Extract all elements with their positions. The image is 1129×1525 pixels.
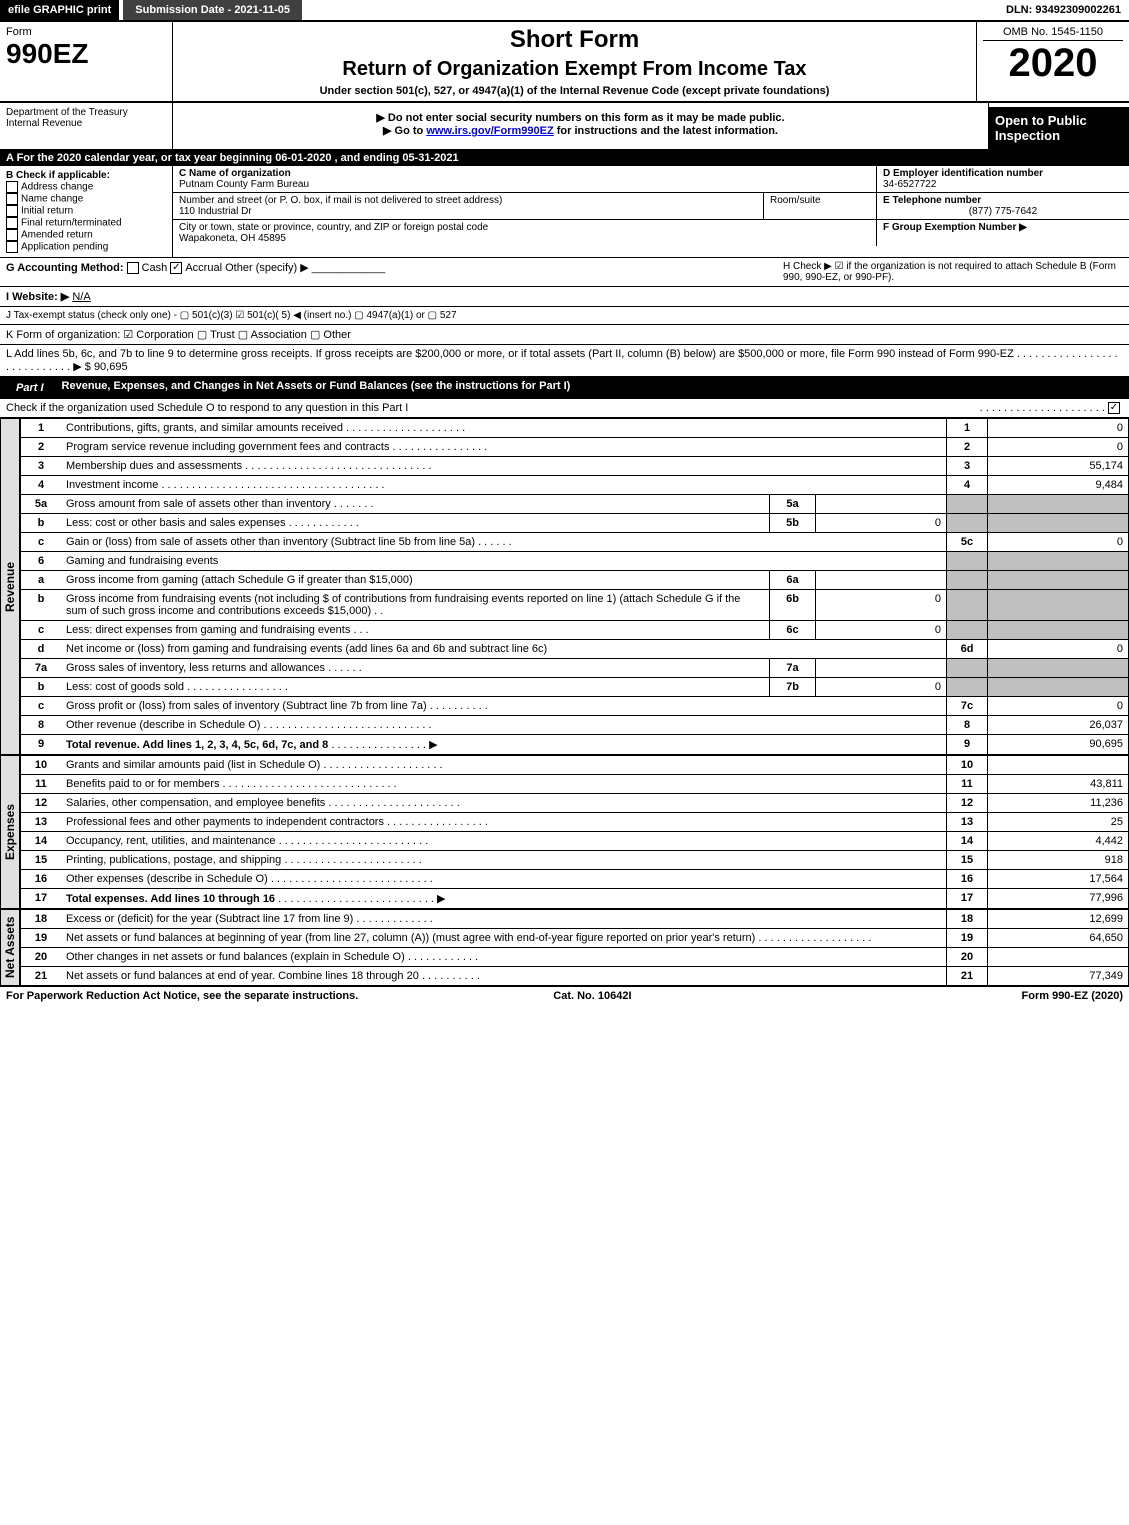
line-5c-amt: 0 [988,533,1129,552]
under-section: Under section 501(c), 527, or 4947(a)(1)… [179,85,970,97]
short-form-title: Short Form [179,26,970,54]
line-l-amount: ▶ $ 90,695 [73,361,127,373]
line-l-gross-receipts: L Add lines 5b, 6c, and 7b to line 9 to … [0,345,1129,377]
dept-treasury: Department of the Treasury [6,107,166,118]
line-1-amt: 0 [988,419,1129,438]
check-application-pending[interactable] [6,241,18,253]
line-11-amt: 43,811 [988,775,1129,794]
line-16-amt: 17,564 [988,870,1129,889]
footer-left: For Paperwork Reduction Act Notice, see … [6,990,358,1002]
line-6c-val: 0 [816,621,947,639]
line-3-amt: 55,174 [988,457,1129,476]
phone-value: (877) 775-7642 [883,206,1123,217]
revenue-vertical-label: Revenue [0,418,20,755]
form-label: Form [6,26,166,38]
org-info-grid: B Check if applicable: Address change Na… [0,166,1129,258]
ein-value: 34-6527722 [883,179,1123,190]
line-5b-val: 0 [816,514,947,532]
revenue-section: Revenue 1Contributions, gifts, grants, a… [0,418,1129,755]
line-8-amt: 26,037 [988,716,1129,735]
return-title: Return of Organization Exempt From Incom… [179,58,970,81]
net-assets-section: Net Assets 18Excess or (deficit) for the… [0,909,1129,986]
expenses-section: Expenses 10Grants and similar amounts pa… [0,755,1129,909]
form-header: Form 990EZ Short Form Return of Organiza… [0,22,1129,103]
check-final-return[interactable] [6,217,18,229]
line-13-amt: 25 [988,813,1129,832]
tax-year: 2020 [983,41,1123,86]
street-value: 110 Industrial Dr [179,206,757,217]
line-19-amt: 64,650 [988,929,1129,948]
footer-center: Cat. No. 10642I [553,990,631,1002]
open-to-public: Open to Public Inspection [989,107,1129,149]
goto-instructions: ▶ Go to www.irs.gov/Form990EZ for instru… [179,124,982,137]
check-accrual[interactable] [170,262,182,274]
line-k-form-org: K Form of organization: ☑ Corporation ▢ … [0,325,1129,345]
line-7b-val: 0 [816,678,947,696]
omb-number: OMB No. 1545-1150 [983,26,1123,41]
room-suite-label: Room/suite [764,193,877,219]
line-21-amt: 77,349 [988,967,1129,986]
line-7a-val [816,659,947,677]
irs-link[interactable]: www.irs.gov/Form990EZ [426,125,553,137]
website-value: N/A [72,291,90,303]
line-j-tax-exempt: J Tax-exempt status (check only one) - ▢… [0,307,1129,325]
city-value: Wapakoneta, OH 45895 [179,233,870,244]
line-2-amt: 0 [988,438,1129,457]
part-1-title: Revenue, Expenses, and Changes in Net As… [62,380,571,396]
check-cash[interactable] [127,262,139,274]
check-schedule-o[interactable] [1108,402,1120,414]
form-number: 990EZ [6,38,166,70]
line-6d-amt: 0 [988,640,1129,659]
line-9-amt: 90,695 [988,735,1129,755]
expenses-vertical-label: Expenses [0,755,20,909]
line-5a-val [816,495,947,513]
page-footer: For Paperwork Reduction Act Notice, see … [0,986,1129,1005]
group-exemption-label: F Group Exemption Number ▶ [883,222,1123,233]
check-address-change[interactable] [6,181,18,193]
check-initial-return[interactable] [6,205,18,217]
check-amended-return[interactable] [6,229,18,241]
instructions-row: Department of the Treasury Internal Reve… [0,103,1129,150]
efile-label: efile GRAPHIC print [0,0,119,20]
city-label: City or town, state or province, country… [179,222,870,233]
line-18-amt: 12,699 [988,910,1129,929]
line-10-amt [988,756,1129,775]
dln: DLN: 93492309002261 [998,0,1129,20]
check-name-change[interactable] [6,193,18,205]
net-assets-vertical-label: Net Assets [0,909,20,986]
phone-label: E Telephone number [883,195,1123,206]
ein-label: D Employer identification number [883,168,1123,179]
row-g-h: G Accounting Method: Cash Accrual Other … [0,258,1129,287]
part-1-check-o: Check if the organization used Schedule … [0,399,1129,418]
col-b-checkboxes: B Check if applicable: Address change Na… [0,166,173,257]
street-label: Number and street (or P. O. box, if mail… [179,195,757,206]
line-6b-val: 0 [816,590,947,620]
submission-date: Submission Date - 2021-11-05 [123,0,302,20]
org-name: Putnam County Farm Bureau [179,179,870,190]
irs-label: Internal Revenue [6,118,166,129]
line-6a-val [816,571,947,589]
line-14-amt: 4,442 [988,832,1129,851]
line-h-schedule-b: H Check ▶ ☑ if the organization is not r… [783,261,1123,283]
name-label: C Name of organization [179,168,870,179]
line-12-amt: 11,236 [988,794,1129,813]
footer-right: Form 990-EZ (2020) [1022,990,1123,1002]
line-15-amt: 918 [988,851,1129,870]
line-17-amt: 77,996 [988,889,1129,909]
line-i-website: I Website: ▶ N/A [0,287,1129,307]
line-7c-amt: 0 [988,697,1129,716]
line-4-amt: 9,484 [988,476,1129,495]
ssn-warning: ▶ Do not enter social security numbers o… [179,111,982,124]
part-1-header: Part I Revenue, Expenses, and Changes in… [0,377,1129,399]
top-bar: efile GRAPHIC print Submission Date - 20… [0,0,1129,22]
accounting-method: G Accounting Method: Cash Accrual Other … [6,261,783,283]
col-b-label: B Check if applicable: [6,170,166,181]
section-a-tax-year: A For the 2020 calendar year, or tax yea… [0,150,1129,166]
part-1-label: Part I [6,380,54,396]
line-20-amt [988,948,1129,967]
